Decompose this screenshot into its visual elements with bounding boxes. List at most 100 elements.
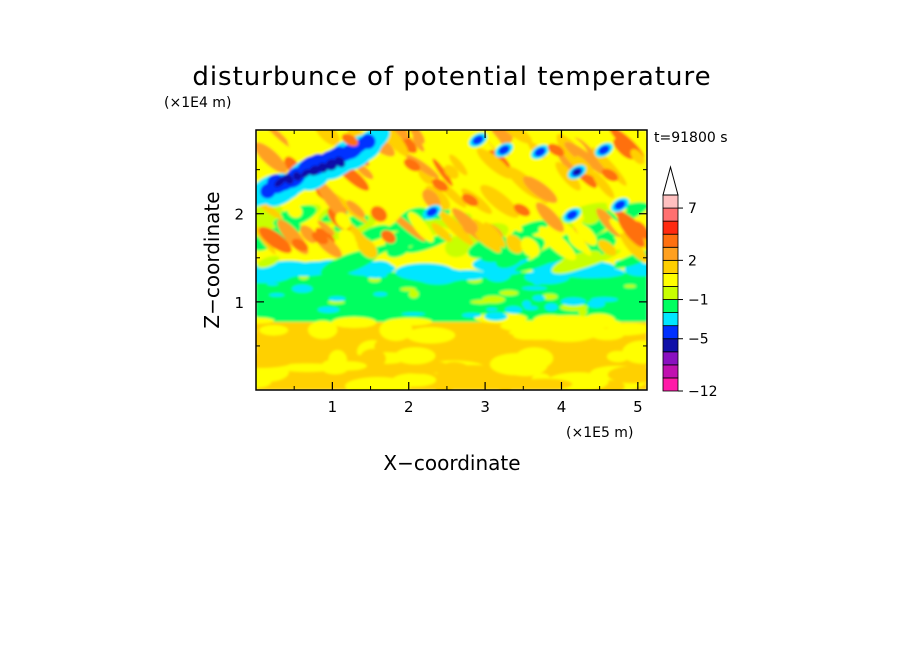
contour-cell: [434, 379, 454, 390]
contour-cell: [269, 293, 285, 297]
contour-cell: [508, 219, 523, 232]
contour-cell: [400, 287, 417, 292]
contour-cell: [515, 347, 554, 370]
contour-cell: [483, 222, 506, 248]
contour-cell: [513, 203, 531, 217]
contour-cell: [484, 265, 512, 282]
contour-cell: [283, 174, 294, 185]
contour-cell: [300, 169, 311, 178]
contour-cell: [408, 290, 419, 299]
x-axis-label: X−coordinate: [383, 451, 520, 475]
contour-cell: [504, 306, 523, 314]
contour-cell: [291, 284, 313, 293]
contour-cell: [592, 171, 615, 199]
contour-cell: [506, 234, 524, 254]
contour-cell: [300, 225, 318, 244]
contour-cell: [622, 340, 647, 364]
contour-cell: [573, 169, 581, 175]
contour-cell: [432, 158, 453, 187]
contour-cell: [328, 296, 346, 302]
contour-cell: [630, 148, 645, 165]
contour-cell: [412, 136, 425, 152]
contour-cell: [590, 297, 619, 302]
x-tick-label: 4: [557, 398, 567, 416]
contour-cell: [311, 231, 329, 245]
contour-cell: [516, 378, 573, 390]
contour-cell: [534, 147, 546, 157]
contour-cell: [513, 332, 568, 340]
contour-cell: [501, 130, 533, 144]
colorbar-segment: [662, 233, 679, 248]
colorbar-tick-label: 7: [688, 201, 697, 217]
plot-frame: [255, 129, 648, 391]
contour-cell: [256, 142, 288, 174]
contour-cell: [309, 165, 320, 176]
contour-cell: [314, 130, 340, 146]
contour-cell: [408, 130, 425, 144]
colorbar-extend-arrow: [662, 165, 679, 196]
contour-cell: [358, 224, 391, 243]
contour-cell: [287, 134, 313, 164]
contour-cell: [331, 316, 377, 328]
contour-cell: [287, 203, 303, 218]
contour-cell: [522, 300, 532, 308]
contour-cell: [613, 138, 635, 160]
contour-cell: [305, 343, 336, 358]
contour-cell: [482, 295, 506, 304]
colorbar-tick-label: −5: [688, 332, 709, 348]
contour-cell: [406, 234, 452, 254]
colorbar-segment: [662, 364, 679, 379]
contour-cell: [317, 220, 335, 236]
x-tick-label: 3: [480, 398, 490, 416]
contour-cell: [256, 356, 292, 369]
contour-cell: [345, 377, 411, 390]
contour-cell: [259, 324, 289, 336]
colorbar-segment: [662, 246, 679, 261]
contour-cell: [307, 320, 338, 340]
contour-cell: [442, 339, 468, 363]
colorbar-segment: [662, 299, 679, 313]
contour-cell: [541, 293, 558, 300]
contour-cell: [560, 303, 588, 312]
contour-cell: [598, 145, 610, 155]
contour-cell: [597, 239, 617, 256]
contour-cell: [384, 205, 401, 221]
contour-cell: [449, 154, 468, 176]
contour-cell: [472, 135, 484, 145]
contour-cell: [431, 222, 453, 242]
contour-cell: [532, 294, 546, 302]
contour-cell: [334, 156, 346, 168]
contour-cell: [359, 348, 386, 369]
contour-cell: [617, 214, 645, 248]
contour-cell: [484, 312, 508, 321]
time-label: t=91800 s: [654, 130, 728, 146]
contour-cell: [357, 237, 378, 259]
contour-cell: [405, 153, 440, 179]
colorbar-tick-label: −12: [688, 384, 718, 400]
contour-cell: [560, 297, 586, 306]
contour-cell: [564, 141, 599, 169]
contour-cell: [607, 322, 647, 336]
contour-cell: [264, 130, 292, 148]
contour-cell: [256, 255, 280, 269]
contour-cell: [401, 312, 426, 316]
x-unit-label: (×1E5 m): [566, 425, 633, 441]
contour-cell: [417, 271, 458, 285]
contour-cell: [480, 184, 520, 218]
contour-cell: [291, 238, 309, 252]
contour-cell: [266, 282, 279, 286]
contour-cell: [262, 267, 302, 277]
contour-cell: [547, 143, 565, 157]
y-tick-label: 2: [234, 206, 244, 224]
contour-cell: [381, 230, 396, 244]
contour-cell: [601, 168, 619, 182]
colorbar-segment: [662, 338, 679, 353]
contour-cell: [635, 221, 647, 238]
contour-cell: [521, 286, 548, 291]
contour-cell: [461, 193, 479, 207]
colorbar-segment: [662, 312, 679, 327]
contour-cell: [462, 219, 478, 235]
contour-cell: [370, 206, 388, 222]
colorbar-segment: [662, 194, 679, 209]
